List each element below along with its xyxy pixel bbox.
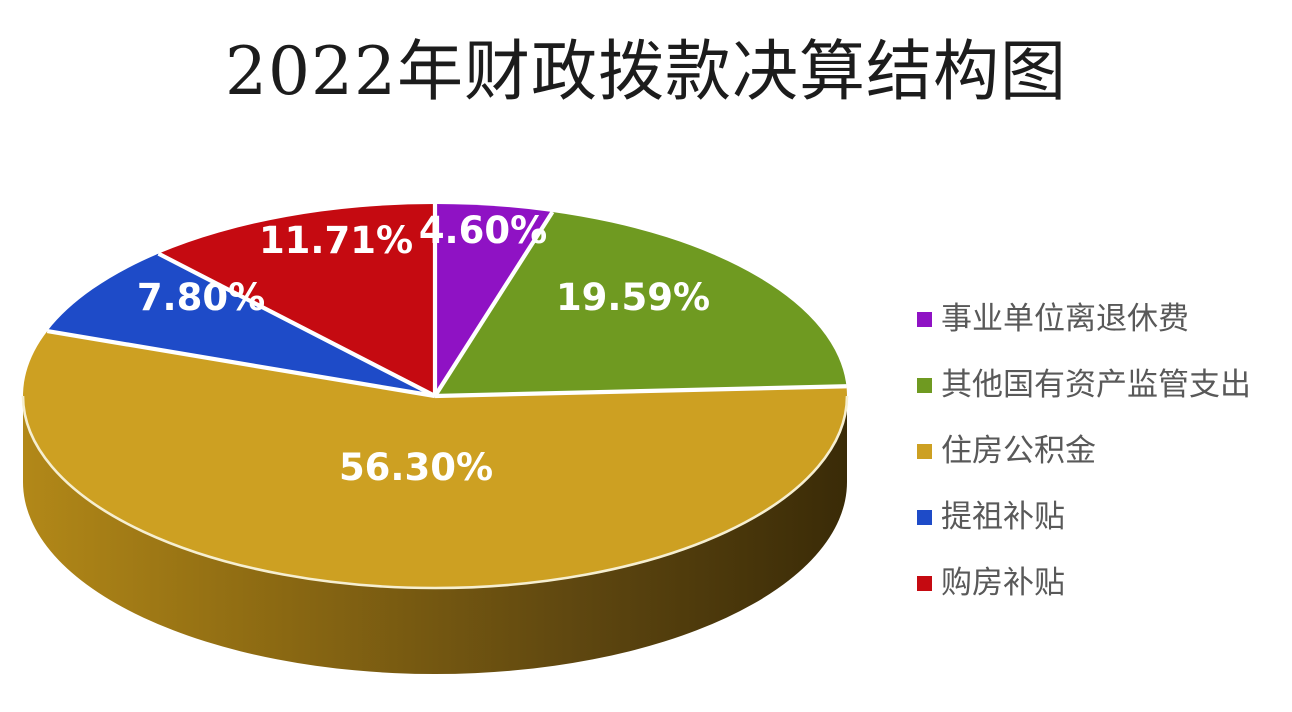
slice-separator	[46, 329, 436, 399]
legend-swatch-icon	[917, 312, 932, 327]
legend-item-2: 住房公积金	[917, 435, 1251, 468]
pie-slice-3	[47, 253, 436, 396]
pie-rim-line	[21, 395, 849, 590]
legend-item-4: 购房补贴	[917, 567, 1251, 600]
slice-separator	[434, 384, 847, 399]
legend-swatch-icon	[917, 510, 932, 525]
legend-item-0: 事业单位离退休费	[917, 303, 1251, 336]
legend: 事业单位离退休费其他国有资产监管支出 住房公积金提祖补贴购房补贴	[917, 303, 1251, 600]
pie-slice-2	[22, 331, 847, 588]
legend-item-3: 提祖补贴	[917, 501, 1251, 534]
slice-percent-label: 56.30%	[339, 446, 493, 489]
slice-separator	[157, 251, 436, 398]
slice-separator	[433, 210, 555, 398]
legend-item-1: 其他国有资产监管支出	[917, 369, 1251, 402]
legend-label: 事业单位离退休费	[941, 301, 1189, 337]
slice-percent-label: 7.80%	[137, 276, 265, 319]
slice-percent-label: 4.60%	[419, 209, 547, 252]
legend-swatch-icon	[917, 444, 932, 459]
pie-side	[23, 396, 847, 674]
chart-title: 2022年财政拨款决算结构图	[225, 33, 1067, 110]
legend-swatch-icon	[917, 378, 932, 393]
pie-slice-1	[435, 211, 847, 396]
slice-percent-label: 19.59%	[556, 276, 710, 319]
legend-label: 购房补贴	[941, 565, 1065, 601]
slice-percent-label: 11.71%	[259, 219, 413, 262]
legend-label: 住房公积金	[941, 433, 1096, 469]
legend-swatch-icon	[917, 576, 932, 591]
legend-label: 提祖补贴	[941, 499, 1065, 535]
legend-label: 其他国有资产监管支出	[941, 367, 1251, 403]
pie-slice-4	[158, 204, 435, 396]
